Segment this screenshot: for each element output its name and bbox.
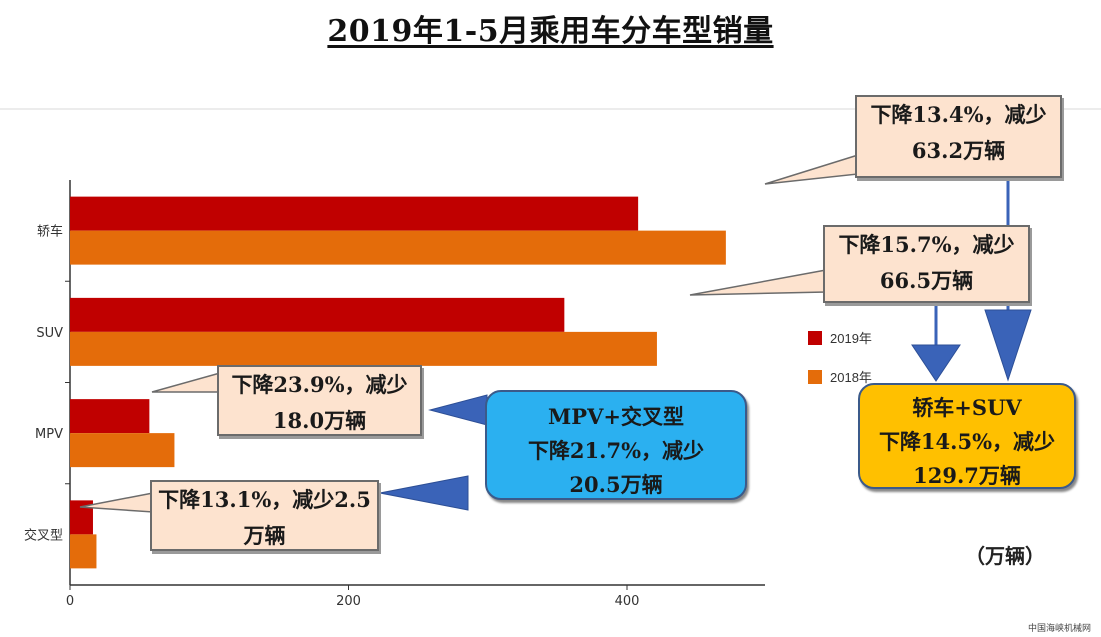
- callout-sedan-suv: 轿车+SUV 下降14.5%，减少129.7万辆: [858, 383, 1076, 489]
- category-label-0: 轿车: [37, 224, 63, 240]
- unit-label: （万辆）: [965, 544, 1045, 568]
- arrow-to-mpv: [428, 394, 488, 426]
- bar-1-series-1: [70, 331, 657, 366]
- arrow-suv-down: [911, 344, 961, 382]
- callout-sedan-suv-title: 轿车+SUV: [912, 395, 1022, 420]
- callout-mpv-text: 下降23.9%，减少18.0万辆: [231, 372, 408, 433]
- bar-0-series-0: [70, 196, 639, 231]
- callout-sedan: 下降13.4%，减少63.2万辆: [855, 95, 1062, 178]
- legend-label-2019: 2019年: [830, 331, 872, 346]
- callout-mpv-crossover-title: MPV+交叉型: [548, 404, 684, 429]
- arrow-to-crossover: [379, 475, 469, 511]
- bar-0-series-1: [70, 230, 726, 265]
- chart-bars: [70, 196, 726, 569]
- category-label-1: SUV: [36, 326, 63, 341]
- x-tick-label-1: 200: [336, 594, 361, 609]
- bar-3-series-1: [70, 534, 97, 569]
- callout-suv-text: 下降15.7%，减少66.5万辆: [838, 232, 1015, 293]
- category-label-2: MPV: [35, 427, 63, 442]
- callout-mpv-crossover-text: 下降21.7%，减少20.5万辆: [527, 438, 705, 497]
- callout-pointers: [79, 153, 859, 513]
- pointer-sedan: [764, 153, 859, 185]
- header-divider: [0, 108, 1101, 110]
- x-tick-label-2: 400: [615, 594, 640, 609]
- legend-swatch-2018: [808, 370, 822, 384]
- callout-crossover-text: 下降13.1%，减少2.5万辆: [158, 487, 371, 548]
- watermark: 中国海峡机械网: [1027, 624, 1091, 634]
- bar-3-series-0: [70, 500, 93, 535]
- category-labels: 轿车 SUV MPV 交叉型: [24, 224, 63, 544]
- pointer-suv: [689, 269, 827, 296]
- legend-swatch-2019: [808, 331, 822, 345]
- callout-crossover: 下降13.1%，减少2.5万辆: [150, 480, 379, 551]
- callout-suv: 下降15.7%，减少66.5万辆: [823, 225, 1030, 303]
- callout-sedan-text: 下降13.4%，减少63.2万辆: [870, 102, 1047, 163]
- callout-arrows: [379, 175, 1032, 511]
- legend-label-2018: 2018年: [830, 370, 872, 385]
- category-label-3: 交叉型: [24, 527, 63, 543]
- pointer-mpv: [151, 372, 221, 393]
- legend-item-2019: 2019年: [808, 328, 872, 347]
- legend-item-2018: 2018年: [808, 367, 872, 386]
- bar-1-series-0: [70, 297, 565, 332]
- callout-mpv: 下降23.9%，减少18.0万辆: [217, 365, 422, 436]
- x-tick-label-0: 0: [66, 594, 74, 609]
- arrow-sedan-down: [984, 309, 1032, 382]
- callout-sedan-suv-text: 下降14.5%，减少129.7万辆: [878, 429, 1056, 488]
- chart-title: 2019年1-5月乘用车分车型销量: [0, 6, 1101, 50]
- callout-mpv-crossover: MPV+交叉型 下降21.7%，减少20.5万辆: [485, 390, 747, 500]
- chart-ticks: 0 200 400: [66, 585, 640, 609]
- bar-2-series-1: [70, 433, 175, 468]
- chart-title-text: 2019年1-5月乘用车分车型销量: [327, 14, 774, 49]
- bar-2-series-0: [70, 399, 150, 434]
